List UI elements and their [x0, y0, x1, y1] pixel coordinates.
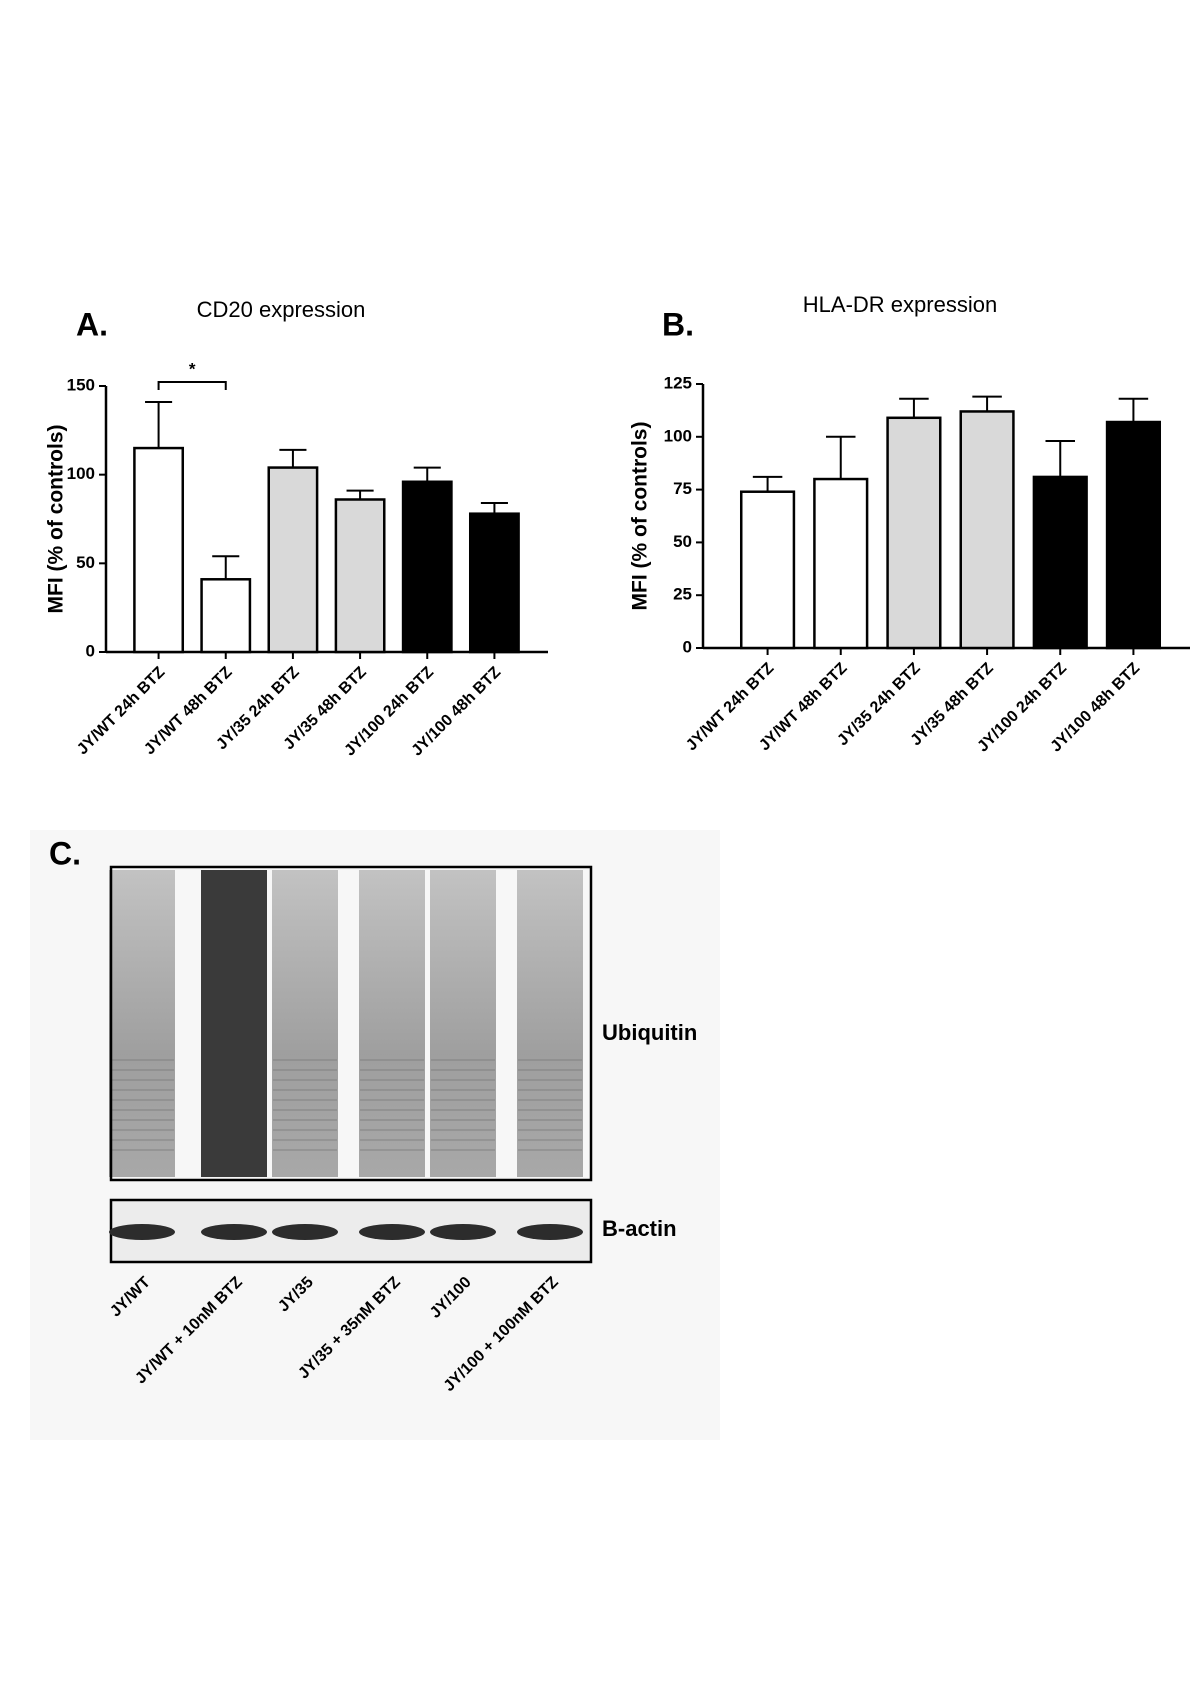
bar: [1105, 420, 1162, 650]
significance-label: *: [189, 359, 196, 378]
actin-band: [359, 1224, 425, 1240]
significance-bracket: [157, 381, 227, 390]
y-axis-label: MFI (% of controls): [45, 425, 68, 614]
chart-title: CD20 expression: [197, 297, 366, 322]
blot-lane: [109, 870, 175, 1177]
band-label: Ubiquitin: [602, 1020, 697, 1045]
y-tick-label: 0: [86, 641, 95, 660]
ubiquitin-blot: [109, 865, 593, 1182]
panel-label: C.: [49, 835, 81, 871]
actin-band: [517, 1224, 583, 1240]
panel-label: A.: [76, 306, 108, 342]
y-tick-label: 50: [673, 532, 692, 551]
blot-frame: [109, 865, 593, 1182]
chart-title: HLA-DR expression: [803, 292, 997, 317]
panel-label: B.: [662, 306, 694, 342]
blot-lane: [201, 870, 267, 1177]
bar: [334, 498, 386, 654]
y-tick-label: 100: [67, 464, 95, 483]
bar: [267, 466, 319, 654]
blot-lane: [359, 870, 425, 1177]
band-label: B-actin: [602, 1216, 677, 1241]
y-tick-label: 0: [683, 637, 692, 656]
blot-lane: [272, 870, 338, 1177]
actin-band: [201, 1224, 267, 1240]
bar: [468, 512, 520, 654]
bar: [133, 446, 185, 654]
bar: [401, 480, 453, 654]
bar: [813, 477, 869, 650]
y-tick-label: 125: [664, 373, 692, 392]
actin-band: [272, 1224, 338, 1240]
y-tick-label: 150: [67, 375, 95, 394]
y-tick-label: 50: [76, 553, 95, 572]
bar: [739, 490, 796, 650]
bar: [886, 416, 942, 650]
actin-band: [430, 1224, 496, 1240]
bar: [959, 410, 1015, 650]
blot-lane: [517, 870, 583, 1177]
actin-band: [109, 1224, 175, 1240]
y-tick-label: 75: [673, 479, 692, 498]
bar: [200, 578, 252, 654]
blot-lane: [430, 870, 496, 1177]
bar: [1032, 475, 1088, 650]
y-tick-label: 100: [664, 426, 692, 445]
y-axis-label: MFI (% of controls): [629, 422, 652, 611]
y-tick-label: 25: [673, 585, 692, 604]
actin-frame: [109, 1198, 593, 1264]
